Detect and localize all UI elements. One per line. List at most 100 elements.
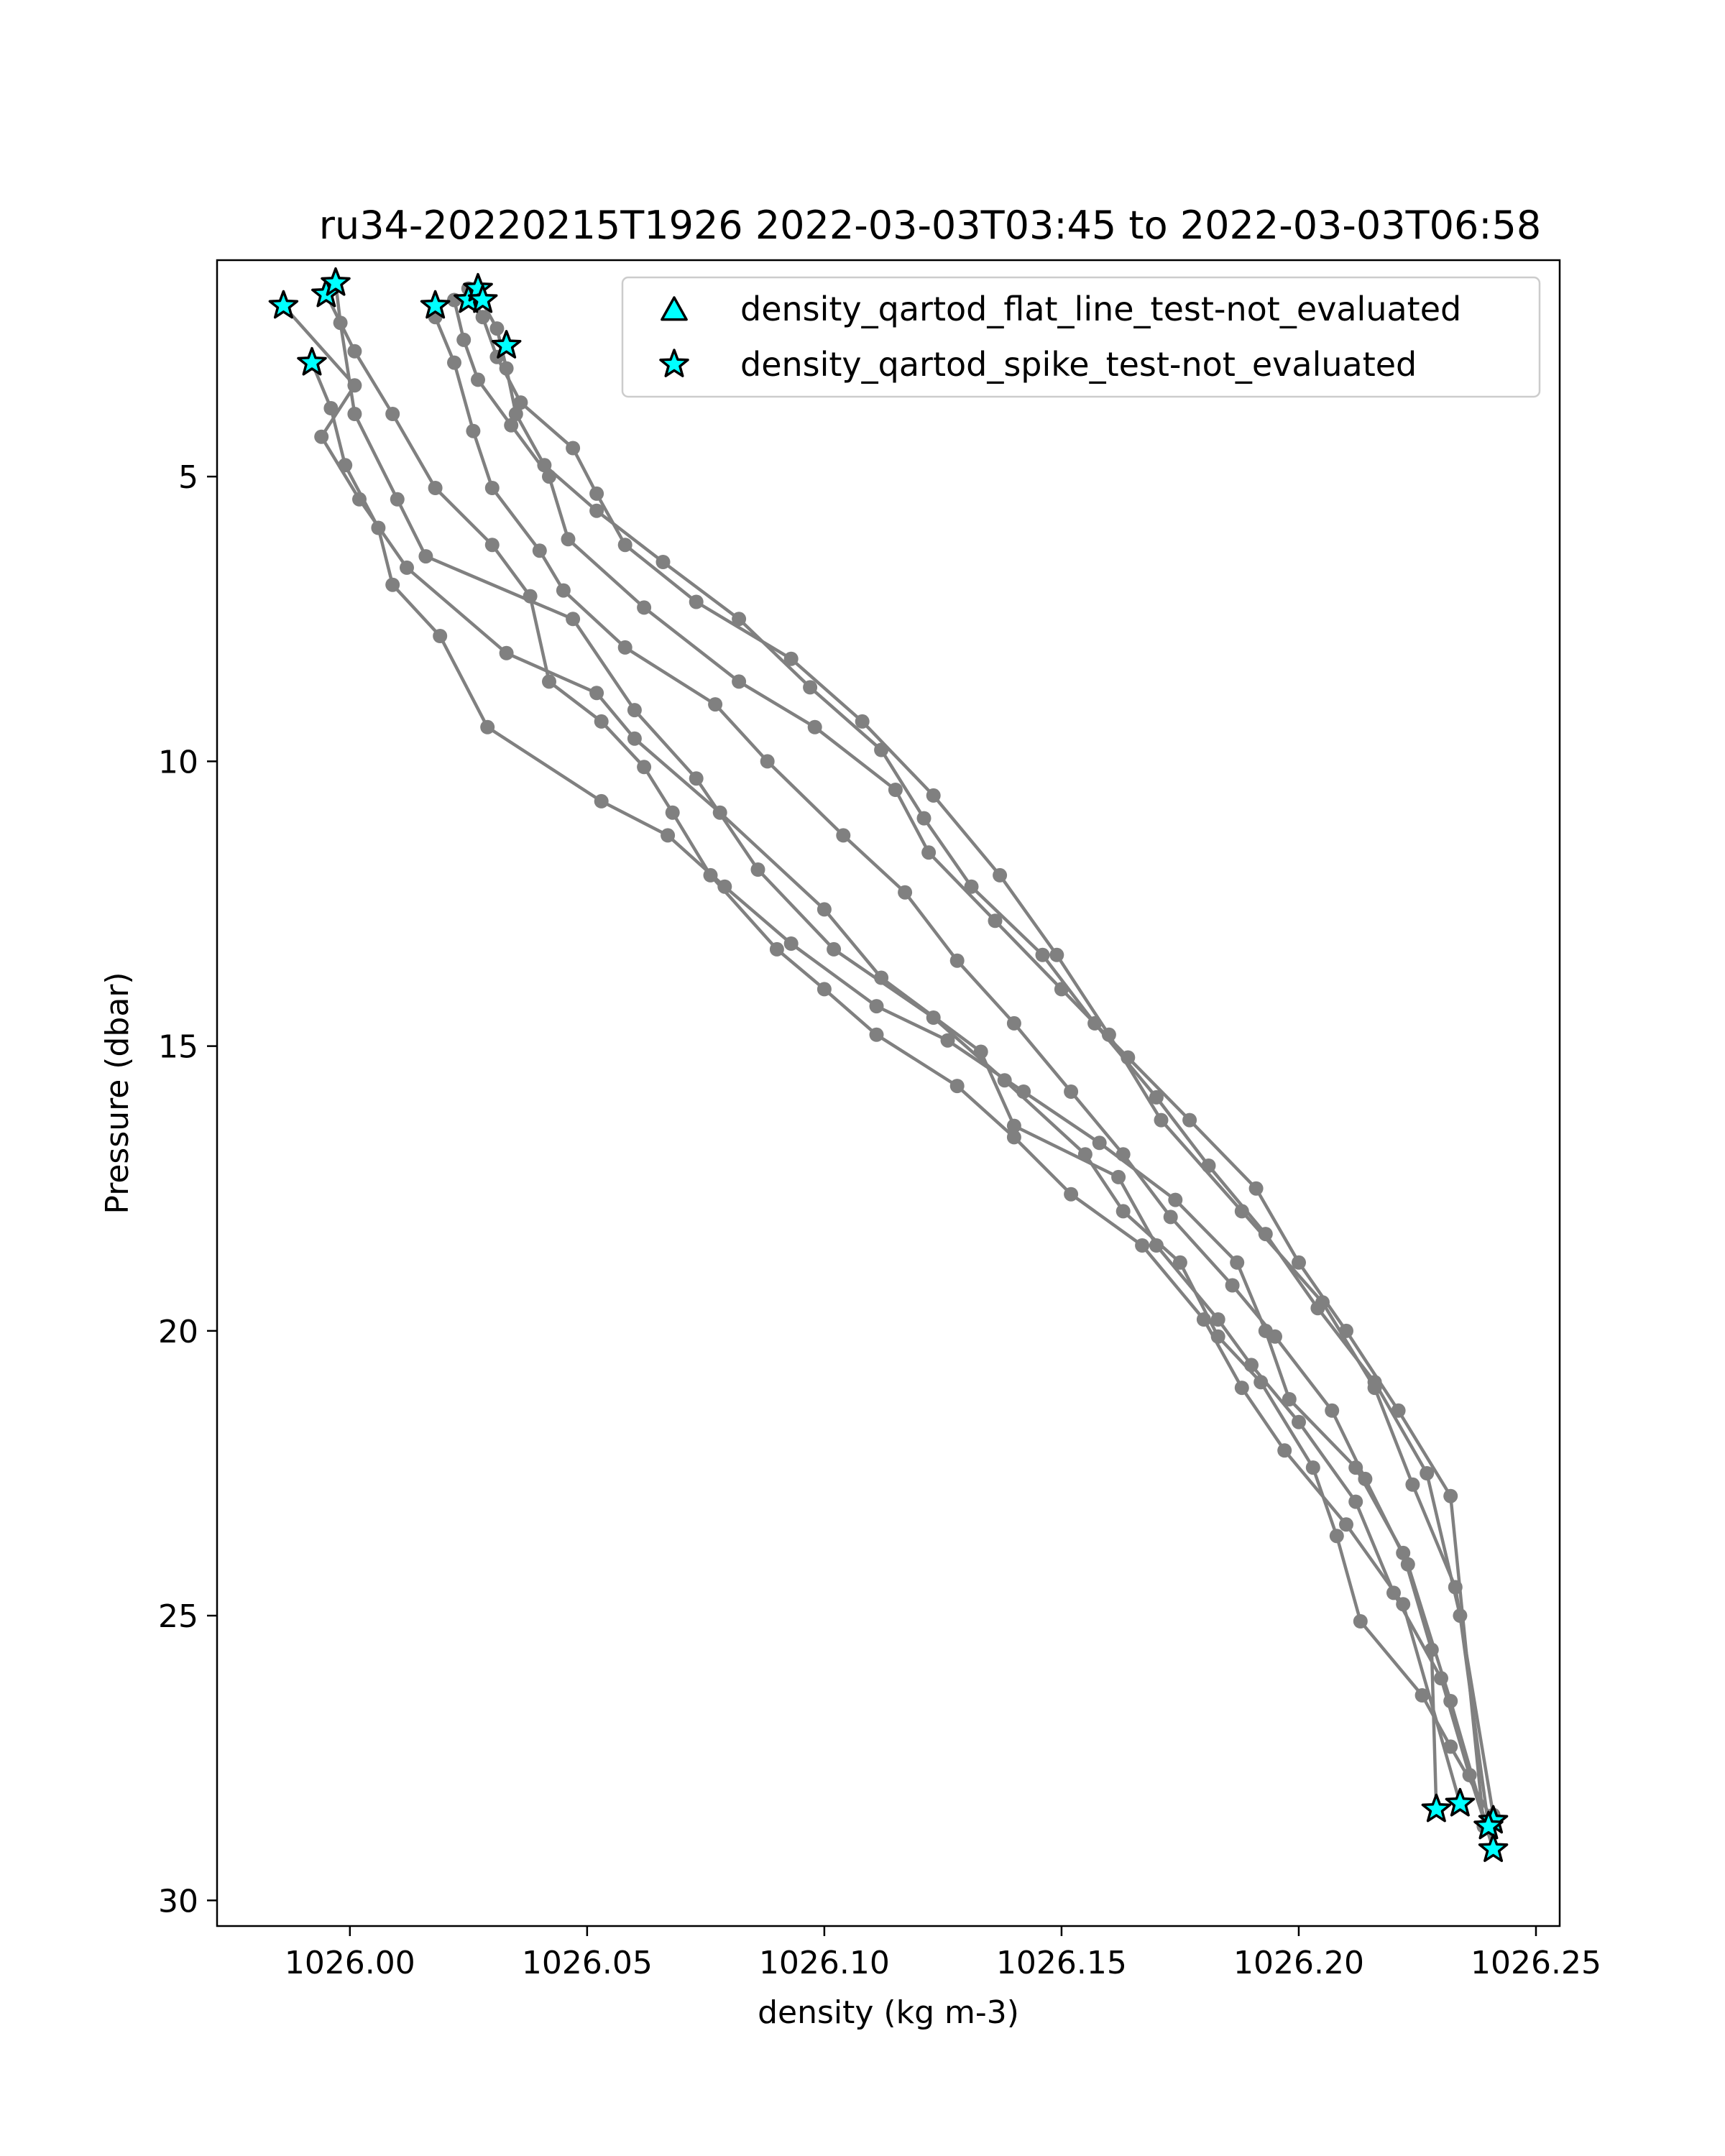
profile-point xyxy=(827,941,842,957)
y-tick-label: 5 xyxy=(178,459,198,496)
profile-point xyxy=(926,1010,941,1025)
profile-point xyxy=(508,407,523,421)
profile-point xyxy=(466,423,481,438)
x-tick-label: 1026.20 xyxy=(1233,1945,1364,1981)
profile-point xyxy=(1172,1255,1187,1270)
x-tick-label: 1026.25 xyxy=(1471,1945,1601,1981)
profile-point xyxy=(1149,1238,1164,1253)
spike-test-star-marker xyxy=(467,284,498,313)
profile-point xyxy=(1230,1255,1245,1270)
profile-point xyxy=(323,401,339,415)
profile-point xyxy=(855,714,870,729)
profile-point xyxy=(708,697,723,712)
y-tick-label: 15 xyxy=(158,1029,198,1066)
profile-point xyxy=(1348,1494,1363,1509)
legend-label: density_qartod_flat_line_test-not_evalua… xyxy=(740,290,1461,328)
profile-point xyxy=(1325,1403,1340,1418)
profile-point xyxy=(717,879,732,894)
profile-point xyxy=(1396,1597,1411,1612)
profile-point xyxy=(921,845,937,860)
profile-point xyxy=(1006,1130,1021,1145)
profile-point xyxy=(537,458,552,473)
spike-test-star-marker xyxy=(268,290,299,319)
profile-point xyxy=(1210,1312,1225,1327)
profile-point xyxy=(1443,1488,1458,1503)
profile-point xyxy=(556,583,571,598)
profile-point xyxy=(1225,1278,1240,1293)
x-tick-label: 1026.00 xyxy=(285,1945,415,1981)
profile-point xyxy=(1358,1471,1373,1486)
legend-entry: density_qartod_flat_line_test-not_evalua… xyxy=(661,290,1461,328)
profile-point xyxy=(484,538,500,553)
profile-point xyxy=(456,332,472,347)
legend: density_qartod_flat_line_test-not_evalua… xyxy=(621,276,1541,398)
profile-point xyxy=(1163,1210,1178,1225)
profile-point xyxy=(385,577,400,592)
profile-point xyxy=(916,811,932,826)
profile-point xyxy=(385,407,400,421)
profile-point xyxy=(689,771,704,786)
series-star-markers xyxy=(268,267,1509,1862)
profile-point xyxy=(475,310,490,325)
profile-point xyxy=(400,560,414,575)
profile-point xyxy=(816,902,832,917)
spike-test-star-marker xyxy=(1421,1793,1452,1823)
profile-point xyxy=(1234,1381,1249,1396)
profile-point xyxy=(803,680,818,695)
profile-point xyxy=(964,879,979,894)
profile-point xyxy=(1092,1135,1107,1151)
axes-frame xyxy=(216,259,1561,1927)
profile-point xyxy=(1154,1112,1169,1128)
x-tick-label: 1026.05 xyxy=(522,1945,653,1981)
profile-point xyxy=(513,395,528,410)
profile-point xyxy=(836,828,851,843)
profile-point xyxy=(949,1079,965,1094)
profile-point xyxy=(418,549,433,564)
profile-point xyxy=(1420,1466,1435,1480)
legend-star-icon xyxy=(659,349,689,377)
profile-point xyxy=(783,936,799,951)
y-tick-label: 20 xyxy=(158,1314,198,1350)
profile-point xyxy=(433,629,448,643)
y-tick-label: 25 xyxy=(158,1598,198,1635)
profile-point xyxy=(499,645,514,660)
profile-point xyxy=(1443,1694,1458,1708)
profile-line xyxy=(477,293,1491,1827)
profile-point xyxy=(1149,1089,1164,1105)
profile-point xyxy=(1405,1477,1420,1492)
spike-test-star-marker xyxy=(297,346,327,376)
profile-point xyxy=(1292,1414,1306,1429)
profile-point xyxy=(314,429,329,444)
y-axis-label: Pressure (dbar) xyxy=(99,972,136,1214)
profile-point xyxy=(1268,1329,1282,1344)
profile-point xyxy=(589,503,604,518)
profile-point xyxy=(783,651,799,666)
profile-point xyxy=(617,640,632,655)
profile-point xyxy=(594,793,609,808)
profile-point xyxy=(750,862,765,877)
profile-point xyxy=(1049,947,1064,962)
profile-point xyxy=(807,719,822,734)
profile-point xyxy=(589,686,604,701)
profile-point xyxy=(689,594,704,609)
legend-entry: density_qartod_spike_test-not_evaluated xyxy=(659,345,1417,384)
profile-point xyxy=(1064,1187,1079,1202)
x-axis: 1026.00 1026.05 1026.10 1026.15 1026.20 1026.… xyxy=(285,1926,1601,1981)
profile-point xyxy=(480,719,495,734)
profile-point xyxy=(703,867,718,883)
profile-point xyxy=(637,600,652,615)
profile-point xyxy=(1087,1015,1103,1031)
profile-point xyxy=(1282,1392,1297,1406)
profile-point xyxy=(1453,1608,1468,1623)
profile-point xyxy=(561,532,576,547)
spike-test-star-marker xyxy=(1445,1787,1476,1817)
profile-point xyxy=(888,783,903,797)
plot-area xyxy=(268,267,1509,1862)
profile-point xyxy=(1006,1118,1021,1133)
profile-point xyxy=(1339,1517,1353,1532)
profile-point xyxy=(1196,1312,1211,1327)
profile-point xyxy=(1258,1227,1273,1242)
profile-point xyxy=(1277,1443,1292,1458)
profile-point xyxy=(898,885,913,900)
